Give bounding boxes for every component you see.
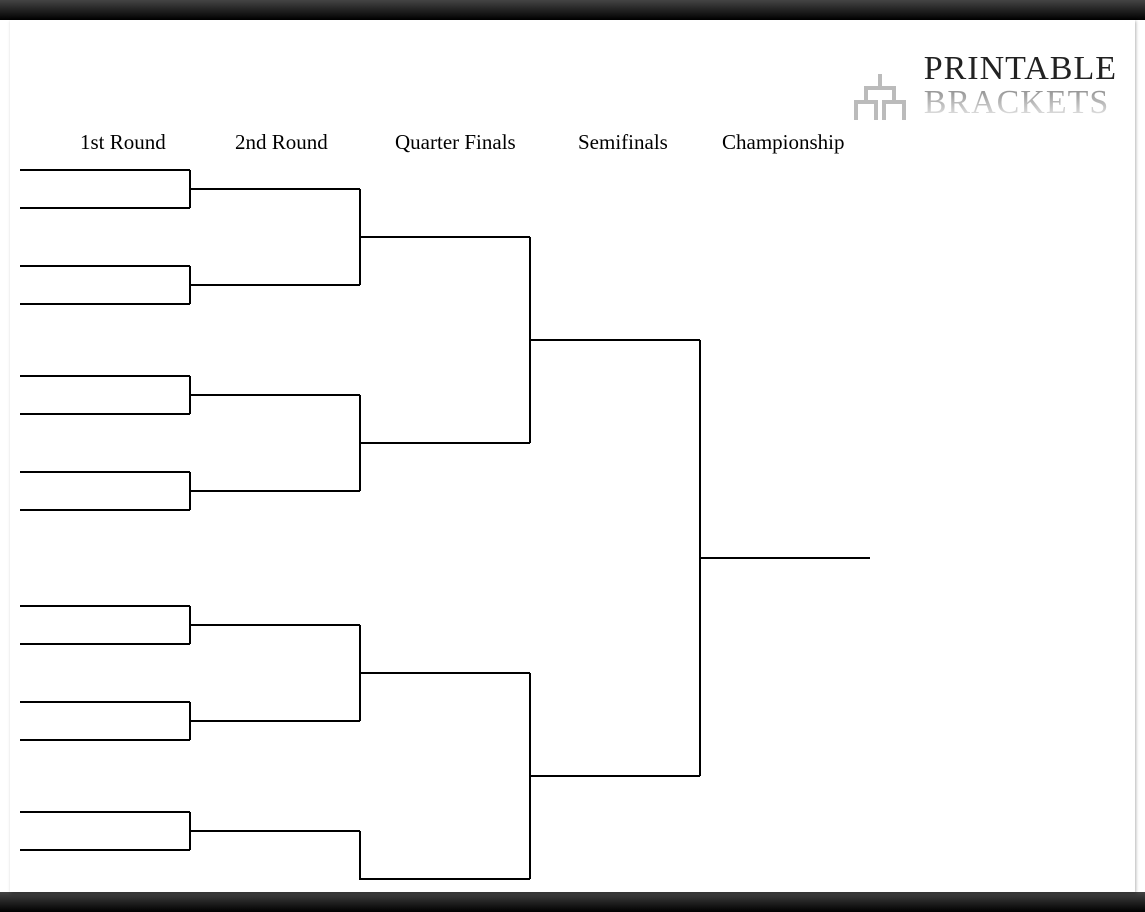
- header-round-3: Quarter Finals: [395, 130, 516, 155]
- top-bar: [0, 0, 1145, 20]
- brand-logo: PRINTABLE BRACKETS: [924, 52, 1117, 120]
- bottom-bar: [0, 892, 1145, 912]
- page-sheet: PRINTABLE BRACKETS 1st Round 2nd Round Q…: [10, 20, 1135, 892]
- header-round-4: Semifinals: [578, 130, 668, 155]
- bracket-logo-icon: [850, 64, 910, 129]
- header-round-5: Championship: [722, 130, 845, 155]
- bracket-diagram: [20, 160, 1060, 880]
- header-round-1: 1st Round: [80, 130, 166, 155]
- logo-line-2: BRACKETS: [924, 86, 1117, 120]
- logo-line-1: PRINTABLE: [924, 52, 1117, 86]
- header-round-2: 2nd Round: [235, 130, 328, 155]
